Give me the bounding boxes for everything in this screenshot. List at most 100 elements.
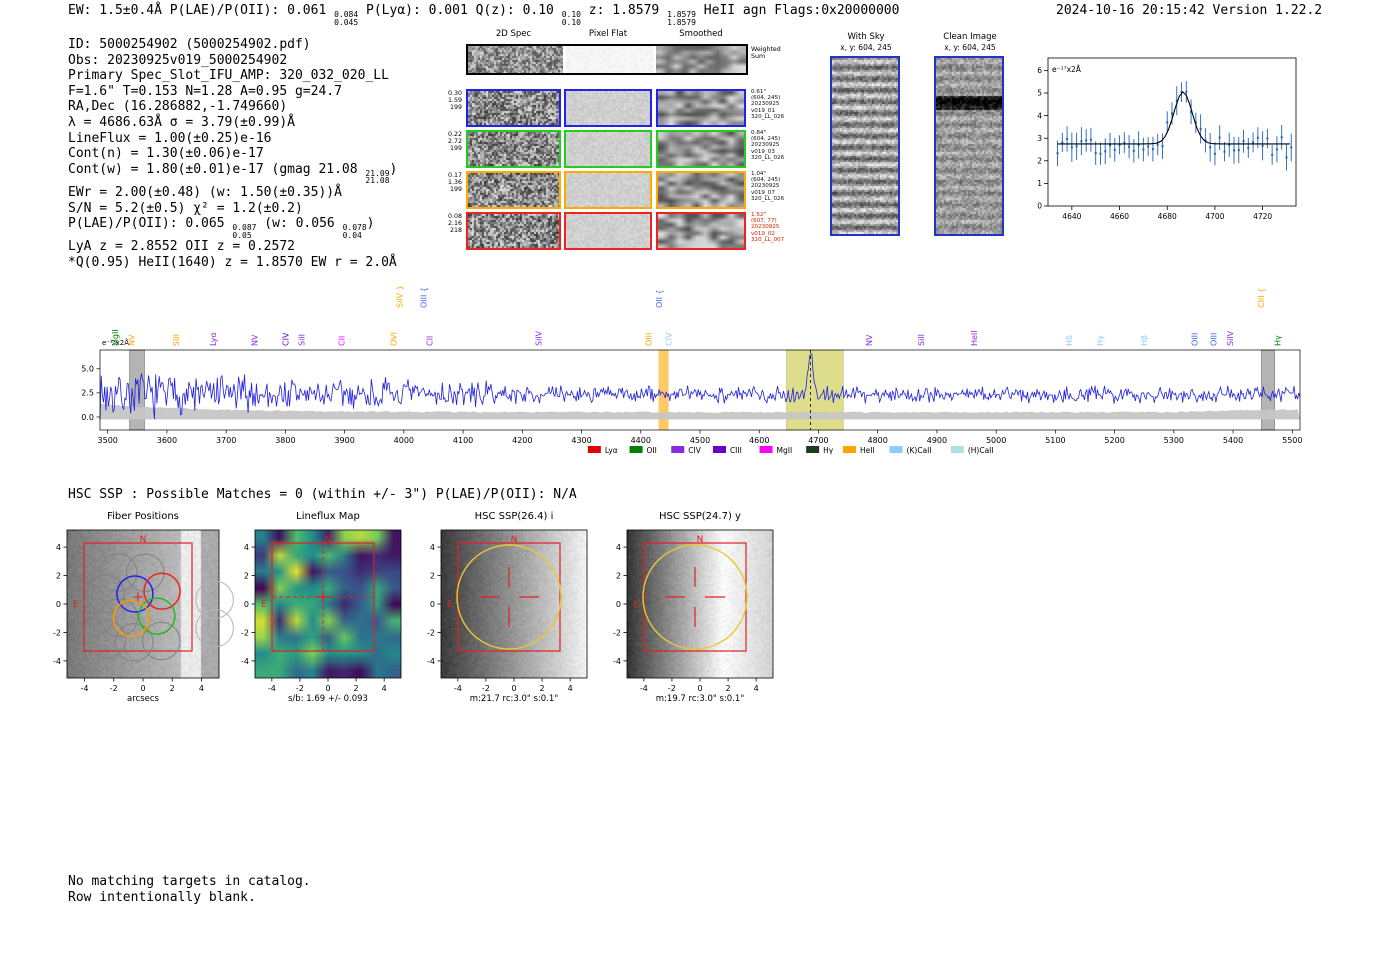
text-segment: ID: 5000254902 (5000254902.pdf) <box>68 37 311 52</box>
cutout-image <box>566 132 650 166</box>
panel-x-tick-label: -4 <box>81 684 89 693</box>
clean-coords: x, y: 604, 245 <box>944 43 996 52</box>
panel-title: Lineflux Map <box>296 511 360 522</box>
cutout-overlay: -4 -4 -2 -2 0 0 2 2 4 4 N E <box>613 529 774 693</box>
text-segment: Cont(n) = 1.30(±0.06)e-17 <box>68 146 264 162</box>
panel-axes-box <box>626 529 774 679</box>
fraction-hi: 0.078 <box>342 223 367 233</box>
row-note-line: 320_LL_007 <box>751 236 785 243</box>
fit-x-tick-label: 4660 <box>1110 212 1129 221</box>
panel-x-tick-label: -4 <box>268 684 276 693</box>
info-line: Primary Spec_Slot_IFU_AMP: 320_032_020_L… <box>68 68 397 84</box>
fit-x-tick-label: 4680 <box>1158 212 1177 221</box>
spectrum-x-tick-label: 3600 <box>157 436 177 445</box>
emission-line-label: NV <box>251 334 260 346</box>
spectrum-x-tick-label: 5200 <box>1104 436 1124 445</box>
fit-point <box>1066 137 1069 140</box>
text-segment: ) <box>366 216 375 232</box>
extraction-region-square <box>643 542 747 652</box>
emission-line-label: SiII <box>297 334 306 346</box>
spectrum-x-tick-label: 3900 <box>334 436 354 445</box>
row-pixel-flat-panel <box>564 130 652 168</box>
spectrum-x-tick-label: 4200 <box>512 436 532 445</box>
legend-swatch <box>889 446 903 453</box>
row-note-line: 1.52" <box>751 212 767 218</box>
row-stat-value: 0.22 <box>447 131 462 138</box>
text-segment: Primary Spec_Slot_IFU_AMP: 320_032_020_L… <box>68 68 389 84</box>
fiber-overlay: -4 -4 -2 -2 0 0 2 2 4 4 N E <box>53 529 234 693</box>
emission-line-label: SiII <box>917 334 926 346</box>
row-note-line: 20230925 <box>751 183 780 190</box>
east-label: E <box>633 600 639 610</box>
spectrum-x-tick-label: 4300 <box>571 436 591 445</box>
info-line: Obs: 20230925v019_5000254902 <box>68 53 397 69</box>
fit-x-tick-label: 4640 <box>1062 212 1081 221</box>
fit-point <box>1104 150 1107 153</box>
text-segment: Cont(w) = 1.80(±0.01)e-17 (gmag 21.08 <box>68 161 366 177</box>
panel-x-tick-label: 0 <box>697 684 702 693</box>
center-crosshair <box>317 591 329 603</box>
panel-y-tick-label: 0 <box>56 600 61 609</box>
fraction-hi: 21.09 <box>365 168 390 178</box>
fit-point <box>1142 148 1145 151</box>
row-stats: 0.08 2.16 218 <box>438 213 462 235</box>
fiber-circle <box>195 580 234 619</box>
cutout-image <box>627 530 773 678</box>
panel-y-tick-label: 4 <box>56 543 61 552</box>
panel-x-tick-label: 2 <box>726 684 731 693</box>
text-segment: Obs: 20230925v019_5000254902 <box>68 52 288 68</box>
row-note-line: 0.84" <box>751 130 767 136</box>
panel-y-tick-label: 2 <box>616 572 621 581</box>
fit-point <box>1256 136 1259 139</box>
spectrum-x-tick-label: 4800 <box>868 436 888 445</box>
cutout-image <box>441 530 587 678</box>
fit-point <box>1166 121 1169 124</box>
east-label: E <box>261 600 267 610</box>
fit-point <box>1285 156 1288 159</box>
info-line: P(LAE)/P(OII): 0.065 0.087 0.05 (w: 0.056… <box>68 216 397 239</box>
spectrum-x-tick-label: 4500 <box>690 436 710 445</box>
spectrum-x-tick-label: 4100 <box>453 436 473 445</box>
row-smoothed-panel <box>656 89 746 127</box>
row-note-line: 20230925 <box>751 224 780 231</box>
row-2d-spec-panel <box>466 89 561 127</box>
weighted-sum-label: Weighted Sum <box>751 46 801 60</box>
fit-point <box>1252 141 1255 144</box>
panel-y-tick-label: -2 <box>53 628 61 637</box>
emission-line-label: SiIV } <box>396 285 405 308</box>
panel-y-tick-label: -2 <box>241 628 249 637</box>
row-stat-value: 0.17 <box>447 172 462 179</box>
row-note-line: (604, 245) <box>751 95 781 102</box>
fit-data-points <box>1056 81 1293 171</box>
text-segment: RA,Dec (16.286882,-1.749660) <box>68 99 288 115</box>
cutout-image <box>658 214 744 248</box>
cutout-image <box>658 91 744 125</box>
panel-x-tick-label: 2 <box>354 684 359 693</box>
emission-line-label: OIII <box>1209 333 1218 346</box>
row-note-line: v019_03 <box>751 148 775 155</box>
fit-point <box>1261 144 1264 147</box>
info-line: F=1.6" T=0.153 N=1.28 A=0.95 g=24.7 <box>68 84 397 100</box>
row-stat-value: 218 <box>449 226 462 234</box>
spectrum-y-tick-label: 5.0 <box>81 365 94 374</box>
panel-caption: s/b: 1.69 +/- 0.093 <box>288 694 368 704</box>
fraction-lo: 0.04 <box>342 230 362 240</box>
panel-y-tick-label: -4 <box>53 657 61 666</box>
selected-fiber-circle <box>116 575 154 613</box>
fit-point <box>1218 136 1221 139</box>
center-crosshair <box>133 592 143 602</box>
spectrum-x-tick-label: 3700 <box>216 436 236 445</box>
panel-x-tick-label: 4 <box>199 684 204 693</box>
fit-point <box>1185 90 1188 93</box>
text-segment: EW: 1.5±0.4Å P(LAE)/P(OII): 0.061 <box>68 3 335 18</box>
row-note-line: 0.61" <box>751 89 767 95</box>
panel-title: HSC SSP(24.7) y <box>659 511 741 522</box>
emission-line-label: CII <box>338 336 347 346</box>
emission-line-label: CIII { <box>1257 288 1266 308</box>
info-line: RA,Dec (16.286882,-1.749660) <box>68 99 397 115</box>
fit-point <box>1099 152 1102 155</box>
info-line: EWr = 2.00(±0.48) (w: 1.50(±0.35))Å <box>68 185 397 201</box>
emission-line-label: OVI <box>390 332 399 346</box>
info-line: λ = 4686.63Å σ = 3.79(±0.99)Å <box>68 115 397 131</box>
cutout-overlay: -4 -4 -2 -2 0 0 2 2 4 4 N E <box>427 529 588 693</box>
